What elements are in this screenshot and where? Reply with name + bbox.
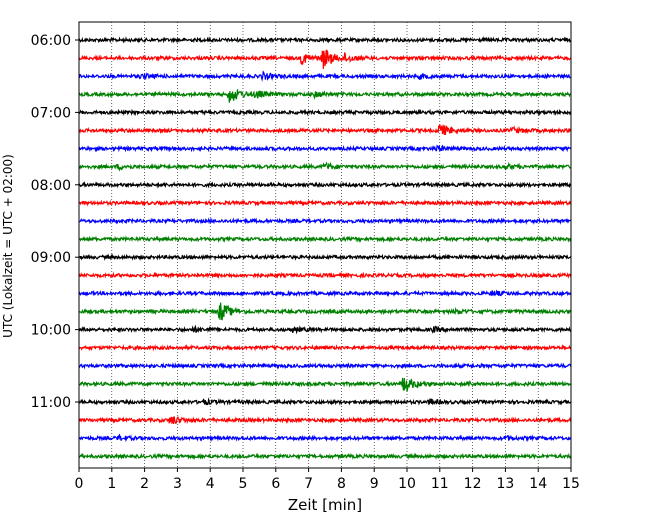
trace-line bbox=[78, 289, 572, 298]
y-axis: 06:00 07:00 08:00 09:00 10:00 11:00 bbox=[31, 33, 79, 411]
y-tick-label: 10:00 bbox=[31, 323, 71, 339]
x-axis-label: Zeit [min] bbox=[288, 496, 362, 514]
x-tick-label: 7 bbox=[304, 476, 313, 492]
trace-line bbox=[78, 217, 572, 225]
trace-line bbox=[78, 397, 572, 406]
trace-line bbox=[78, 108, 572, 117]
x-tick-label: 8 bbox=[337, 476, 346, 492]
x-tick-label: 10 bbox=[398, 476, 416, 492]
trace-line bbox=[78, 343, 572, 352]
x-tick-label: 11 bbox=[431, 476, 449, 492]
trace-line bbox=[78, 433, 572, 443]
trace-line bbox=[78, 235, 572, 243]
x-tick-label: 9 bbox=[370, 476, 379, 492]
y-tick-label: 06:00 bbox=[31, 33, 71, 49]
trace-line bbox=[78, 180, 572, 189]
trace-line bbox=[78, 271, 572, 280]
trace-line bbox=[78, 144, 572, 153]
trace-group bbox=[78, 36, 572, 461]
trace-line bbox=[78, 361, 572, 370]
x-tick-label: 2 bbox=[140, 476, 149, 492]
y-tick-label: 11:00 bbox=[31, 395, 71, 411]
y-tick-label: 08:00 bbox=[31, 178, 71, 194]
grid-lines bbox=[111, 22, 539, 468]
x-tick-label: 5 bbox=[239, 476, 248, 492]
x-tick-label: 0 bbox=[75, 476, 84, 492]
trace-line bbox=[78, 324, 572, 335]
y-axis-label: UTC (Lokalzeit = UTC + 02:00) bbox=[1, 154, 15, 338]
trace-line bbox=[78, 48, 572, 69]
trace-line bbox=[78, 377, 572, 392]
x-tick-label: 3 bbox=[173, 476, 182, 492]
x-tick-label: 14 bbox=[529, 476, 547, 492]
x-tick-label: 12 bbox=[464, 476, 482, 492]
trace-line bbox=[78, 89, 572, 103]
trace-line bbox=[78, 161, 572, 172]
x-axis: 0 1 2 3 4 5 6 7 8 9 10 11 12 13 14 15 bbox=[75, 468, 580, 492]
plot-frame bbox=[78, 21, 572, 469]
trace-line bbox=[78, 36, 572, 44]
trace-line bbox=[78, 302, 572, 321]
y-tick-label: 07:00 bbox=[31, 105, 71, 121]
trace-line bbox=[78, 253, 572, 262]
x-tick-label: 4 bbox=[206, 476, 215, 492]
trace-line bbox=[78, 199, 572, 207]
y-tick-label: 09:00 bbox=[31, 250, 71, 266]
trace-line bbox=[78, 415, 572, 425]
trace-line bbox=[78, 452, 572, 461]
x-tick-label: 1 bbox=[107, 476, 116, 492]
x-tick-label: 13 bbox=[496, 476, 514, 492]
x-tick-label: 15 bbox=[562, 476, 580, 492]
trace-line bbox=[78, 124, 572, 135]
x-tick-label: 6 bbox=[271, 476, 280, 492]
trace-line bbox=[78, 70, 572, 82]
